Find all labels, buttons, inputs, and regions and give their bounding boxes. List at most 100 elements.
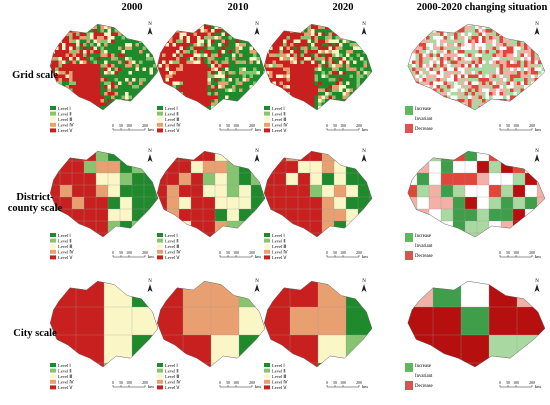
map-cell [114,85,119,89]
map-cell [260,81,264,86]
map-cell [58,85,63,89]
map-cell [447,81,451,86]
map-cell [176,25,180,30]
map-cell [349,92,354,96]
map-cell [272,43,277,47]
map-cell [139,109,143,111]
map-cell [114,67,119,72]
map-cell [76,25,80,30]
map-cell [93,50,98,54]
map-cell [461,46,465,51]
map-cell [235,78,240,82]
map-cell [328,50,333,54]
map-cell [100,109,105,111]
map-cell [422,43,427,47]
map-cell [239,106,243,110]
map-cell [204,85,208,89]
map-cell [517,102,521,107]
map-cell [118,57,122,61]
map-cell [197,60,201,65]
map-cell [450,36,455,40]
map-cell [304,46,308,51]
map-cell [156,43,159,47]
map-cell [443,24,448,26]
map-cell [214,78,219,82]
map-cell [468,95,472,100]
map-cell [503,81,507,86]
map-cell [436,64,441,68]
map-cell [429,88,434,93]
map-cell [408,78,413,82]
map-outline [407,150,546,238]
map-cell [370,95,372,100]
map-cell [510,102,514,107]
legend-label: Level Ⅴ [272,255,287,260]
map-cell [149,85,154,89]
map-cell [186,39,191,44]
map-cell [265,92,270,96]
map-cell [309,160,323,174]
map-cell [186,36,191,40]
map-cell [541,57,545,61]
map-cell [356,81,361,86]
map-cell [100,29,105,33]
map-cell [51,99,56,103]
map-cell [370,106,372,110]
map-cell [297,57,301,61]
map-cell [100,36,105,40]
map-cell [335,71,340,75]
map-cell [475,106,479,110]
map-cell [433,88,437,93]
map-cell [506,39,511,44]
map-cell [283,57,287,61]
map-cell [311,74,315,79]
map-cell [297,39,301,44]
map-cell [125,88,129,93]
legend-swatch [50,379,56,384]
map-cell [235,53,240,58]
map-cell [531,92,535,96]
map-cell [269,29,273,33]
map-cell [342,78,347,82]
map-cell [111,71,115,75]
map-cell [415,88,420,93]
map-cell [260,25,264,30]
map-cell [318,32,322,37]
map-cell [408,102,413,107]
map-cell [62,24,66,26]
map-cell [253,64,257,68]
map-cell [149,102,154,107]
map-cell [207,74,212,79]
map-cell [58,95,63,100]
map-cell [179,60,184,65]
map-cell [363,99,368,103]
map-cell [83,102,87,107]
map-cell [408,85,413,89]
map-cell [286,60,291,65]
map-cell [538,71,542,75]
map-cell [332,57,336,61]
map-cell [360,64,364,68]
map-cell [499,29,504,33]
map-cell [332,109,336,111]
map-cell [325,95,329,100]
map-cell [83,43,87,47]
map-cell [297,60,301,65]
map-cell [157,29,159,33]
map-cell [447,24,451,26]
map-cell [457,43,462,47]
map-cell [90,109,94,111]
map-cell [300,92,305,96]
map-cell [279,32,284,37]
map-cell [157,57,159,61]
map-cell [328,95,333,100]
map-cell [62,71,66,75]
map-cell [440,60,444,65]
scale-unit: km [148,127,154,132]
legend-gradient-white [404,371,414,382]
map-cell [118,50,122,54]
map-cell [304,85,308,89]
map-cell [464,71,469,75]
map-cell [513,32,518,37]
